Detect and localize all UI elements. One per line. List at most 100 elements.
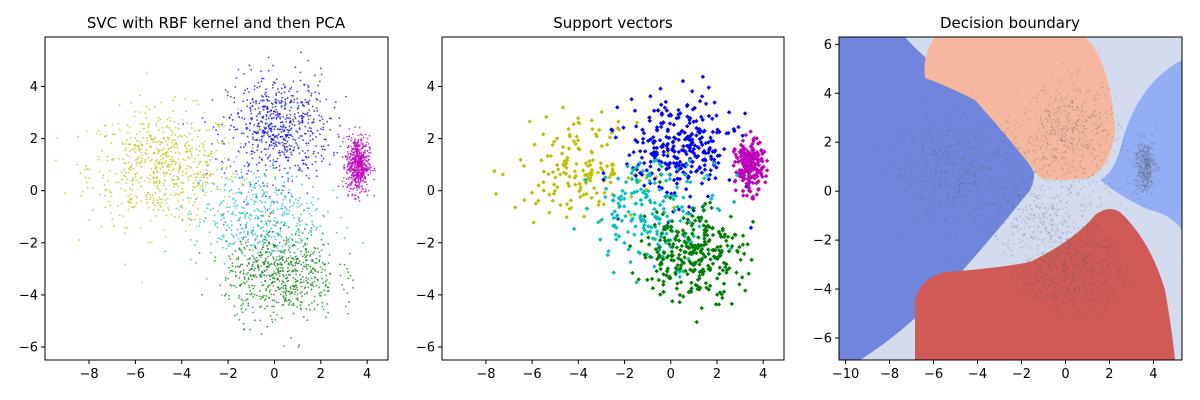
scatter-point (301, 267, 304, 270)
scatter-point (308, 304, 310, 306)
scatter-point (201, 117, 204, 119)
overlay-point (1098, 50, 1101, 53)
scatter-point (353, 144, 356, 147)
scatter-point (177, 136, 179, 138)
scatter-point (177, 193, 179, 196)
scatter-point (301, 117, 304, 120)
scatter-point (145, 116, 148, 119)
support-vector-point (695, 153, 701, 159)
support-vector-point (615, 176, 621, 181)
overlay-point (930, 172, 933, 175)
scatter-point (117, 181, 120, 184)
scatter-point (268, 135, 270, 138)
scatter-point (264, 260, 267, 263)
overlay-point (997, 152, 1000, 155)
scatter-point (358, 183, 361, 186)
overlay-point (964, 215, 967, 218)
support-vector-point (652, 176, 657, 182)
scatter-point (353, 194, 356, 197)
scatter-point (369, 169, 372, 172)
scatter-point (199, 171, 202, 174)
overlay-point (1073, 126, 1076, 129)
scatter-point (226, 202, 229, 205)
support-vector-point (564, 165, 569, 171)
scatter-point (269, 160, 272, 162)
scatter-point (245, 225, 248, 228)
support-vector-point (615, 105, 620, 110)
subplot-3: Decision boundary −10 −8 −6 −4 −2 0 2 4−6−4−202… (813, 14, 1183, 382)
support-vector-point (668, 238, 673, 243)
scatter-point (282, 290, 285, 293)
overlay-point (986, 160, 989, 163)
scatter-point (261, 210, 264, 213)
support-vector-point (679, 204, 685, 210)
overlay-point (1012, 158, 1015, 161)
overlay-point (946, 152, 949, 155)
overlay-point (1091, 173, 1094, 176)
overlay-point (1005, 120, 1008, 123)
scatter-point (357, 197, 360, 199)
overlay-point (882, 161, 885, 164)
support-vector-point (589, 150, 595, 155)
scatter-point (155, 186, 158, 188)
scatter-point (245, 151, 248, 154)
overlay-point (939, 205, 942, 208)
overlay-point (1089, 151, 1092, 154)
support-vector-point (739, 148, 745, 154)
overlay-point (999, 179, 1002, 182)
scatter-point (273, 262, 276, 264)
scatter-point (155, 165, 157, 168)
scatter-point (235, 207, 238, 209)
scatter-point (275, 314, 278, 316)
scatter-point (180, 135, 183, 138)
overlay-point (929, 168, 932, 171)
support-vector-point (676, 112, 681, 117)
overlay-point (1082, 168, 1085, 171)
overlay-point (986, 231, 989, 234)
overlay-point (969, 147, 972, 150)
support-vector-point (596, 202, 601, 208)
support-vector-point (547, 210, 552, 215)
overlay-point (912, 217, 915, 220)
scatter-point (296, 164, 299, 167)
scatter-point (307, 149, 309, 152)
scatter-point (277, 266, 280, 269)
scatter-point (221, 168, 223, 171)
support-vector-point (737, 149, 742, 155)
scatter-point (271, 231, 274, 233)
scatter-point (223, 294, 226, 297)
scatter-point (243, 246, 246, 249)
support-vector-point (714, 113, 719, 118)
overlay-point (1028, 137, 1031, 140)
scatter-point (261, 131, 264, 134)
scatter-point (197, 181, 200, 184)
support-vector-point (560, 144, 566, 150)
scatter-point (196, 214, 198, 216)
scatter-point (339, 124, 341, 127)
scatter-point (351, 194, 353, 197)
scatter-point (210, 251, 212, 254)
support-vector-point (492, 168, 497, 174)
support-vector-point (599, 217, 605, 222)
scatter-point (162, 131, 165, 134)
scatter-point (353, 139, 356, 142)
scatter-point (322, 126, 325, 129)
scatter-point (288, 290, 290, 293)
scatter-point (255, 256, 258, 259)
scatter-point (235, 192, 238, 194)
scatter-point (307, 282, 309, 284)
scatter-point (318, 80, 321, 83)
y-tick-label: 2 (427, 132, 435, 147)
scatter-point (306, 207, 309, 210)
scatter-point (304, 256, 307, 259)
scatter-point (286, 280, 289, 283)
support-vector-point (700, 142, 705, 148)
scatter-point (254, 274, 257, 276)
scatter-point (278, 188, 280, 191)
scatter-point (156, 141, 158, 144)
overlay-point (1083, 117, 1086, 120)
scatter-point (361, 173, 364, 176)
scatter-point (262, 214, 264, 217)
support-vector-point (699, 305, 704, 311)
support-vector-point (688, 133, 693, 139)
